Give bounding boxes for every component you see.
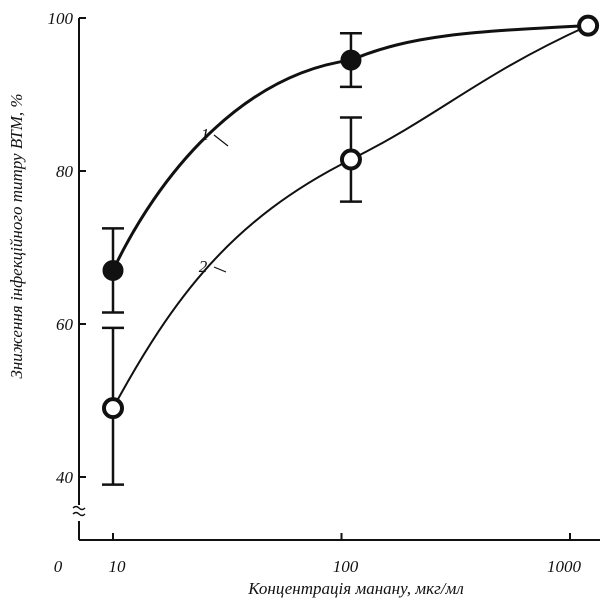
y-tick-label: 100 xyxy=(48,9,74,28)
x-origin-label: 0 xyxy=(54,557,63,576)
data-point-series-2 xyxy=(577,14,600,37)
y-tick-label: 40 xyxy=(56,468,74,487)
labels-layer: Концентрація манану, мкг/мл Зниження інф… xyxy=(7,9,582,598)
series-2-label: 2 xyxy=(199,257,208,276)
data-point-series-2 xyxy=(102,397,124,420)
x-tick-label: 100 xyxy=(333,557,359,576)
data-point-series-1 xyxy=(102,259,124,281)
data-point-series-1 xyxy=(340,49,362,71)
y-axis-label: Зниження інфекційного титру ВТМ, % xyxy=(7,93,26,378)
y-tick-label: 60 xyxy=(56,315,74,334)
x-axis-label: Концентрація манану, мкг/мл xyxy=(247,579,463,598)
series-layer xyxy=(102,14,600,486)
axes xyxy=(72,17,600,541)
data-point-series-2 xyxy=(339,148,362,171)
series-label-leader xyxy=(213,134,229,147)
y-tick-label: 80 xyxy=(56,162,74,181)
x-tick-label: 10 xyxy=(109,557,127,576)
series-1-label: 1 xyxy=(201,125,210,144)
x-tick-label: 1000 xyxy=(547,557,582,576)
axis-break-mark xyxy=(72,505,86,517)
series-label-leader xyxy=(213,266,227,273)
